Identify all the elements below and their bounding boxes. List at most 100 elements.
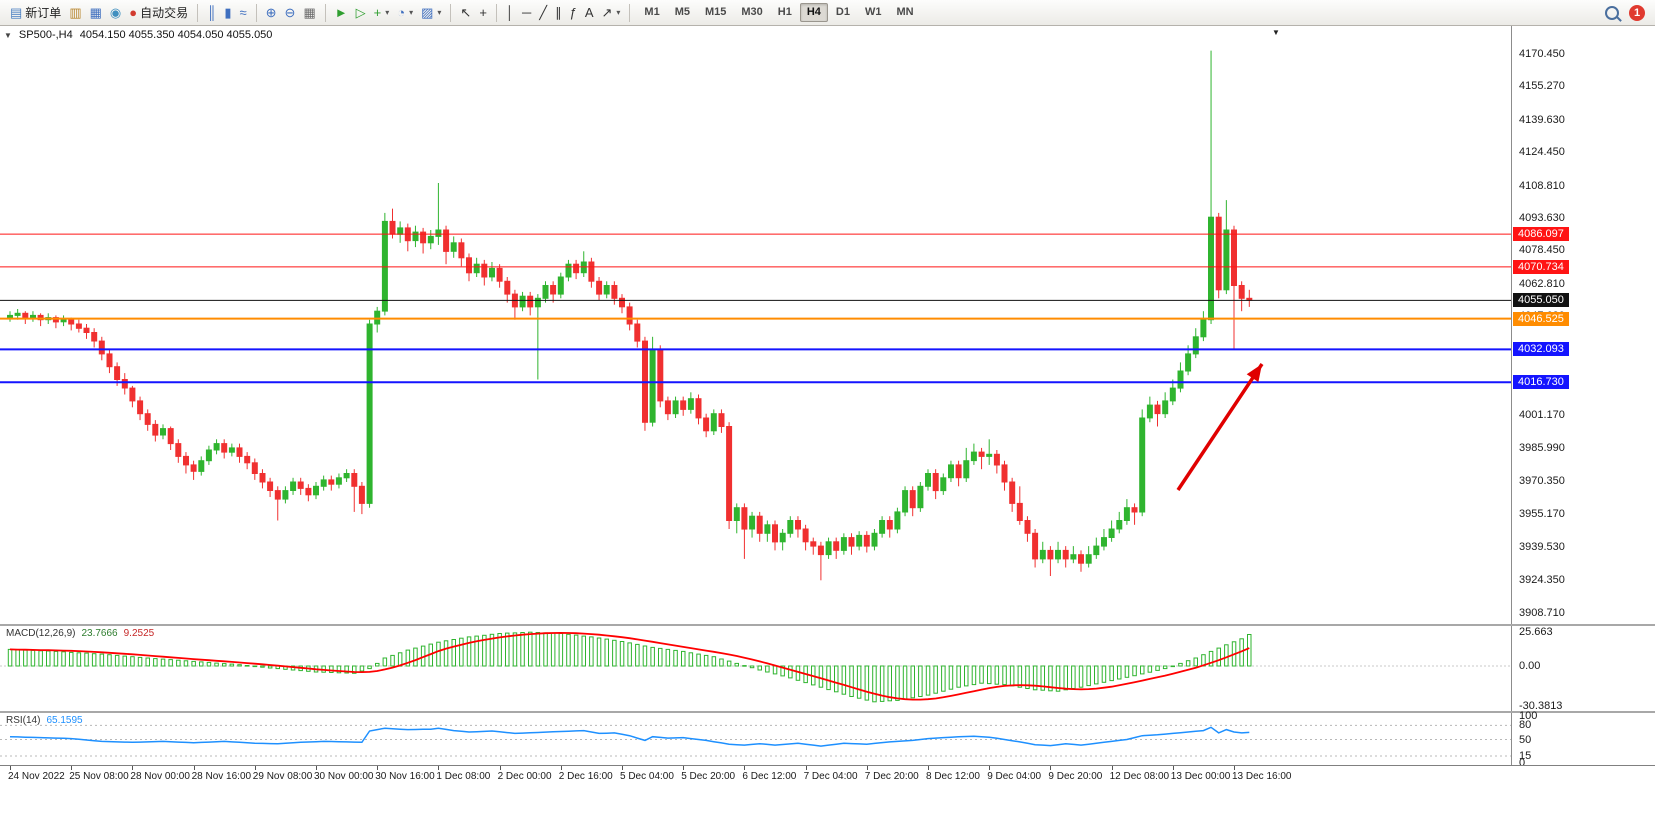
main-chart-area[interactable]: ▼ SP500-,H4 4054.150 4055.350 4054.050 4… xyxy=(0,26,1511,624)
community-button[interactable]: ◉ xyxy=(106,2,125,24)
macd-histogram-bar xyxy=(581,635,586,667)
rsi-axis[interactable]: 100 80 50 15 0 xyxy=(1511,711,1654,769)
macd-histogram-bar xyxy=(550,632,556,667)
macd-histogram-bar xyxy=(237,664,242,667)
trend-arrow-line[interactable] xyxy=(1176,363,1264,491)
market-watch-button[interactable]: ▥ xyxy=(65,2,85,24)
macd-histogram-bar xyxy=(183,660,189,667)
bull-candle xyxy=(779,532,786,543)
macd-histogram-bar xyxy=(512,632,518,667)
trendline-button[interactable]: ╱ xyxy=(535,2,551,24)
bear-candle xyxy=(297,481,304,489)
add-indicator-button[interactable]: + ▾ xyxy=(370,2,394,24)
timeframe-m15-button[interactable]: M15 xyxy=(704,6,727,18)
channel-button[interactable]: ∥ xyxy=(551,2,566,24)
auto-scroll-button[interactable]: ► xyxy=(331,2,352,24)
bull-candle xyxy=(542,285,549,299)
zoom-in-icon: ⊕ xyxy=(265,5,277,20)
text-tool-button[interactable]: A xyxy=(581,2,598,24)
candlestick-chart-button[interactable]: ▮ xyxy=(220,2,235,24)
macd-histogram-bar xyxy=(673,649,678,667)
bear-candle xyxy=(527,295,534,308)
new-order-button[interactable]: ▤ 新订单 xyxy=(6,2,65,24)
macd-panel[interactable]: MACD(12,26,9) 23.7666 9.2525 xyxy=(0,626,1511,711)
timeframe-h1-button[interactable]: H1 xyxy=(777,6,792,18)
tile-windows-button[interactable]: ▦ xyxy=(299,2,319,24)
autotrading-button[interactable]: ● 自动交易 xyxy=(125,2,192,24)
toolbar-separator xyxy=(495,3,497,22)
bull-candle xyxy=(749,515,756,530)
macd-histogram-bar xyxy=(199,661,204,667)
bull-candle xyxy=(1101,537,1107,547)
macd-histogram-bar xyxy=(573,634,579,667)
chart-shift-button[interactable]: ▷ xyxy=(352,2,370,24)
bull-candle xyxy=(1223,229,1230,291)
bull-candle xyxy=(519,295,526,308)
template-button[interactable]: ▨ ▾ xyxy=(417,2,445,24)
rsi-row: RSI(14) 65.1595 100 80 50 15 0 xyxy=(0,711,1655,769)
zoom-in-button[interactable]: ⊕ xyxy=(262,2,281,24)
clock-icon: ◔ xyxy=(397,5,406,20)
cursor-button[interactable]: ↖ xyxy=(456,2,475,24)
toolbar-separator xyxy=(450,3,452,22)
macd-histogram-bar xyxy=(520,632,525,667)
price-chart-svg[interactable] xyxy=(0,26,1511,624)
macd-histogram-bar xyxy=(99,653,105,667)
macd-axis[interactable]: 25.663 0.00 -30.3813 xyxy=(1511,626,1654,712)
timeframe-h4-button[interactable]: H4 xyxy=(799,3,828,22)
bear-candle xyxy=(619,297,625,308)
bull-candle xyxy=(489,267,495,278)
macd-histogram-bar xyxy=(122,655,127,667)
vertical-line-button[interactable]: │ xyxy=(502,2,518,24)
price-axis-label: 4139.630 xyxy=(1519,113,1565,126)
zoom-out-button[interactable]: ⊖ xyxy=(281,2,300,24)
market-watch-icon: ▥ xyxy=(69,5,82,20)
trend-arrow-head[interactable] xyxy=(1246,364,1262,382)
timeframe-m5-button[interactable]: M5 xyxy=(674,6,690,18)
auto-scroll-icon: ► xyxy=(334,5,348,20)
rsi-panel-splitter[interactable] xyxy=(0,711,1655,713)
line-chart-button[interactable]: ≈ xyxy=(236,2,251,24)
time-axis-tick xyxy=(71,766,73,770)
bull-candle xyxy=(7,314,13,318)
bear-candle xyxy=(22,312,29,319)
notification-badge[interactable]: 1 xyxy=(1629,4,1645,21)
time-axis-tick xyxy=(132,766,134,770)
horizontal-line-button[interactable]: ─ xyxy=(518,2,535,24)
macd-histogram-bar xyxy=(979,665,984,684)
timeframe-w1-button[interactable]: W1 xyxy=(864,6,882,18)
timeframe-d1-button[interactable]: D1 xyxy=(835,6,850,18)
macd-histogram-bar xyxy=(15,649,20,667)
one-click-trading-arrow-icon[interactable]: ▼ xyxy=(4,30,12,40)
macd-histogram-bar xyxy=(941,665,946,692)
periods-button[interactable]: ◔ ▾ xyxy=(393,2,417,24)
bear-candle xyxy=(664,400,671,415)
crosshair-button[interactable]: + xyxy=(475,2,491,24)
bear-candle xyxy=(466,257,472,274)
macd-histogram-bar xyxy=(413,647,418,667)
time-axis-label: 8 Dec 12:00 xyxy=(926,771,980,782)
timeframe-m30-button[interactable]: M30 xyxy=(741,6,763,18)
timeframe-m1-button[interactable]: M1 xyxy=(644,6,660,18)
chart-corner-arrow-icon[interactable]: ▼ xyxy=(1272,28,1280,37)
timeframe-mn-button[interactable]: MN xyxy=(896,6,914,18)
arrows-tool-button[interactable]: ↗ ▾ xyxy=(598,2,625,24)
bars-chart-button[interactable]: ║ xyxy=(203,2,220,24)
bull-candle xyxy=(1123,507,1130,522)
add-indicator-icon: + xyxy=(373,5,382,20)
bear-candle xyxy=(657,349,664,402)
bull-candle xyxy=(1039,549,1046,560)
macd-histogram-bar xyxy=(229,663,235,667)
search-icon[interactable] xyxy=(1605,5,1619,20)
macd-svg xyxy=(0,631,1511,703)
macd-panel-splitter[interactable] xyxy=(0,624,1655,626)
macd-histogram-bar xyxy=(711,656,717,667)
chart-window-button[interactable]: ▦ xyxy=(86,2,106,24)
macd-histogram-bar xyxy=(734,662,739,667)
price-axis[interactable]: 4170.450 4155.270 4139.630 4124.450 4108.810… xyxy=(1511,26,1654,624)
time-axis[interactable]: 24 Nov 2022 25 Nov 08:00 28 Nov 00:00 28 No… xyxy=(0,765,1655,786)
fibonacci-button[interactable]: ƒ xyxy=(566,2,581,24)
rsi-panel[interactable]: RSI(14) 65.1595 xyxy=(0,713,1511,765)
time-axis-tick xyxy=(438,766,440,770)
macd-histogram-bar xyxy=(390,654,395,667)
